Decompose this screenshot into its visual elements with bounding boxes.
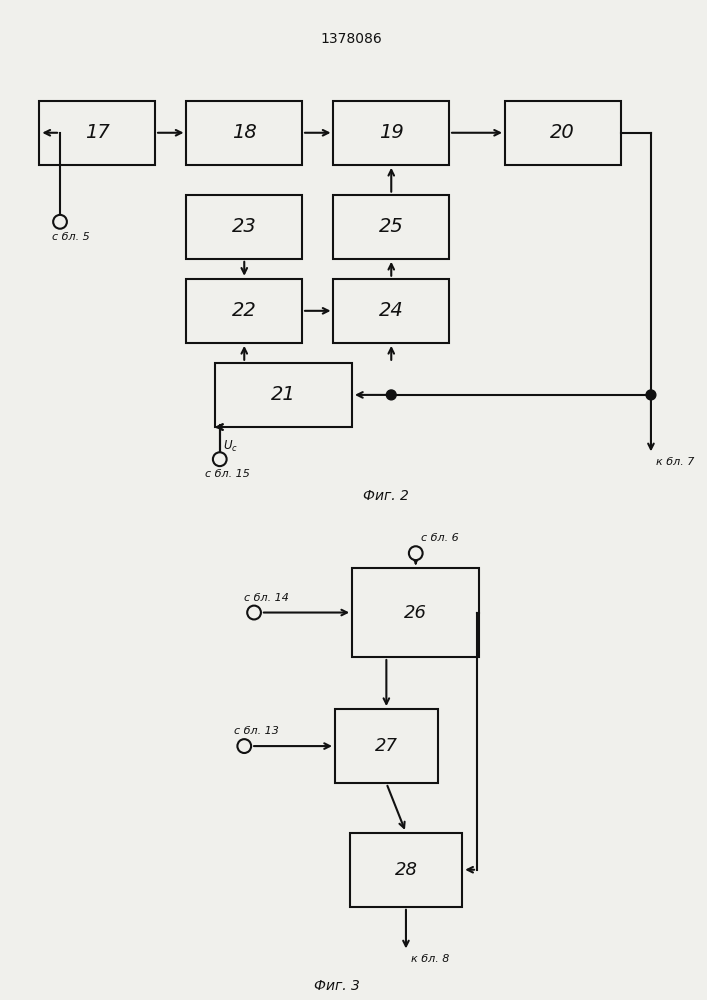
Circle shape xyxy=(53,215,67,229)
Circle shape xyxy=(646,390,656,400)
Text: 24: 24 xyxy=(379,301,404,320)
Text: с бл. 13: с бл. 13 xyxy=(235,726,279,736)
Bar xyxy=(334,195,449,259)
Text: 21: 21 xyxy=(271,385,296,404)
Circle shape xyxy=(238,739,251,753)
Bar xyxy=(187,279,302,343)
Text: 1378086: 1378086 xyxy=(320,32,382,46)
Text: Фиг. 2: Фиг. 2 xyxy=(363,489,409,503)
Text: $U_c$: $U_c$ xyxy=(223,439,238,454)
Text: 26: 26 xyxy=(404,604,427,622)
Bar xyxy=(187,195,302,259)
Text: 20: 20 xyxy=(550,123,575,142)
Text: к бл. 7: к бл. 7 xyxy=(656,457,694,467)
Text: с бл. 14: с бл. 14 xyxy=(244,593,289,603)
Text: к бл. 8: к бл. 8 xyxy=(411,954,449,964)
Text: с бл. 15: с бл. 15 xyxy=(205,469,250,479)
Circle shape xyxy=(409,546,423,560)
Circle shape xyxy=(386,390,396,400)
Text: 17: 17 xyxy=(85,123,110,142)
Bar xyxy=(335,709,438,783)
Text: 28: 28 xyxy=(395,861,417,879)
Text: Фиг. 3: Фиг. 3 xyxy=(315,979,361,993)
Bar xyxy=(349,833,462,907)
Text: с бл. 5: с бл. 5 xyxy=(52,232,90,242)
Bar xyxy=(334,101,449,165)
Text: с бл. 6: с бл. 6 xyxy=(421,533,458,543)
Circle shape xyxy=(247,606,261,619)
Text: 18: 18 xyxy=(232,123,257,142)
Text: 19: 19 xyxy=(379,123,404,142)
Text: 22: 22 xyxy=(232,301,257,320)
Bar xyxy=(352,568,479,657)
Circle shape xyxy=(213,452,227,466)
Bar xyxy=(40,101,155,165)
Text: 27: 27 xyxy=(375,737,398,755)
Bar xyxy=(215,363,352,427)
Bar xyxy=(334,279,449,343)
Text: 25: 25 xyxy=(379,217,404,236)
Text: 23: 23 xyxy=(232,217,257,236)
Bar xyxy=(187,101,302,165)
Bar xyxy=(505,101,621,165)
